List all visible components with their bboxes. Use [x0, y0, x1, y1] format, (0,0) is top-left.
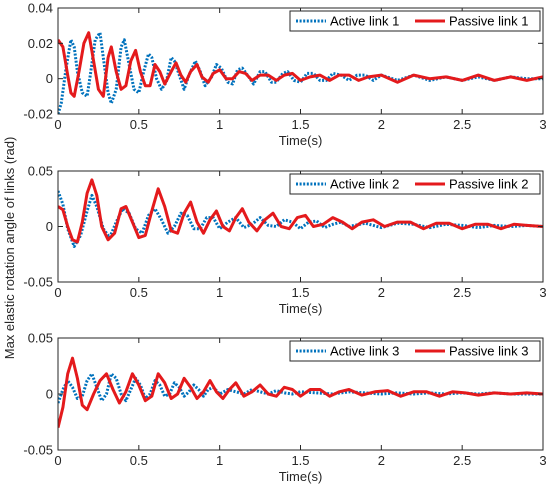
x-tick-label: 1.5 — [291, 285, 309, 300]
x-tick-label: 2.5 — [453, 285, 471, 300]
x-tick-label: 1.5 — [291, 117, 309, 132]
series-line-active-1 — [58, 31, 543, 114]
y-tick-label: -0.05 — [23, 275, 53, 290]
x-tick-label: 0.5 — [130, 117, 148, 132]
figure-ylabel: Max elastic rotation angle of links (rad… — [2, 137, 17, 360]
y-tick-label: 0.02 — [28, 36, 53, 51]
legend-label: Passive link 2 — [449, 177, 528, 192]
y-tick-label: 0 — [46, 387, 53, 402]
x-axis-label: Time(s) — [279, 133, 323, 148]
legend: Active link 2 Passive link 2 — [289, 173, 541, 195]
subplots: 0 0.5 1 1.5 2 2.5 3-0.0200.020.04Time(s)Active… — [23, 1, 546, 485]
legend-label: Passive link 3 — [449, 344, 528, 359]
y-tick-label: -0.02 — [23, 107, 53, 122]
x-tick-label: 2 — [378, 453, 385, 468]
x-tick-label: 0 — [54, 285, 61, 300]
x-tick-label: 1 — [216, 285, 223, 300]
series-line-passive-2 — [58, 178, 543, 244]
x-tick-label: 0 — [54, 117, 61, 132]
legend: Active link 1 Passive link 1 — [289, 10, 541, 32]
x-tick-label: 0.5 — [130, 453, 148, 468]
legend: Active link 3 Passive link 3 — [289, 340, 541, 362]
y-tick-label: 0.05 — [28, 331, 53, 346]
legend-label: Active link 2 — [330, 177, 399, 192]
legend-label: Passive link 1 — [449, 14, 528, 29]
x-tick-label: 2.5 — [453, 453, 471, 468]
series-line-passive-1 — [58, 31, 543, 98]
series-line-passive-3 — [58, 356, 543, 428]
legend-label: Active link 3 — [330, 344, 399, 359]
series-line-active-3 — [58, 372, 543, 404]
y-tick-label: 0 — [46, 71, 53, 86]
x-tick-label: 1 — [216, 117, 223, 132]
x-tick-label: 3 — [539, 285, 546, 300]
x-tick-label: 2 — [378, 285, 385, 300]
y-tick-label: 0 — [46, 219, 53, 234]
x-axis-label: Time(s) — [279, 469, 323, 484]
legend-label: Active link 1 — [330, 14, 399, 29]
x-tick-label: 3 — [539, 117, 546, 132]
y-tick-label: -0.05 — [23, 443, 53, 458]
x-axis-label: Time(s) — [279, 301, 323, 316]
x-tick-label: 2 — [378, 117, 385, 132]
y-tick-label: 0.04 — [28, 1, 53, 16]
y-tick-label: 0.05 — [28, 164, 53, 179]
x-tick-label: 1.5 — [291, 453, 309, 468]
x-tick-label: 3 — [539, 453, 546, 468]
x-tick-label: 1 — [216, 453, 223, 468]
x-tick-label: 0.5 — [130, 285, 148, 300]
subplot-1: 0 0.5 1 1.5 2 2.5 3-0.0200.020.04Time(s)Active… — [23, 1, 546, 149]
x-tick-label: 0 — [54, 453, 61, 468]
x-tick-label: 2.5 — [453, 117, 471, 132]
